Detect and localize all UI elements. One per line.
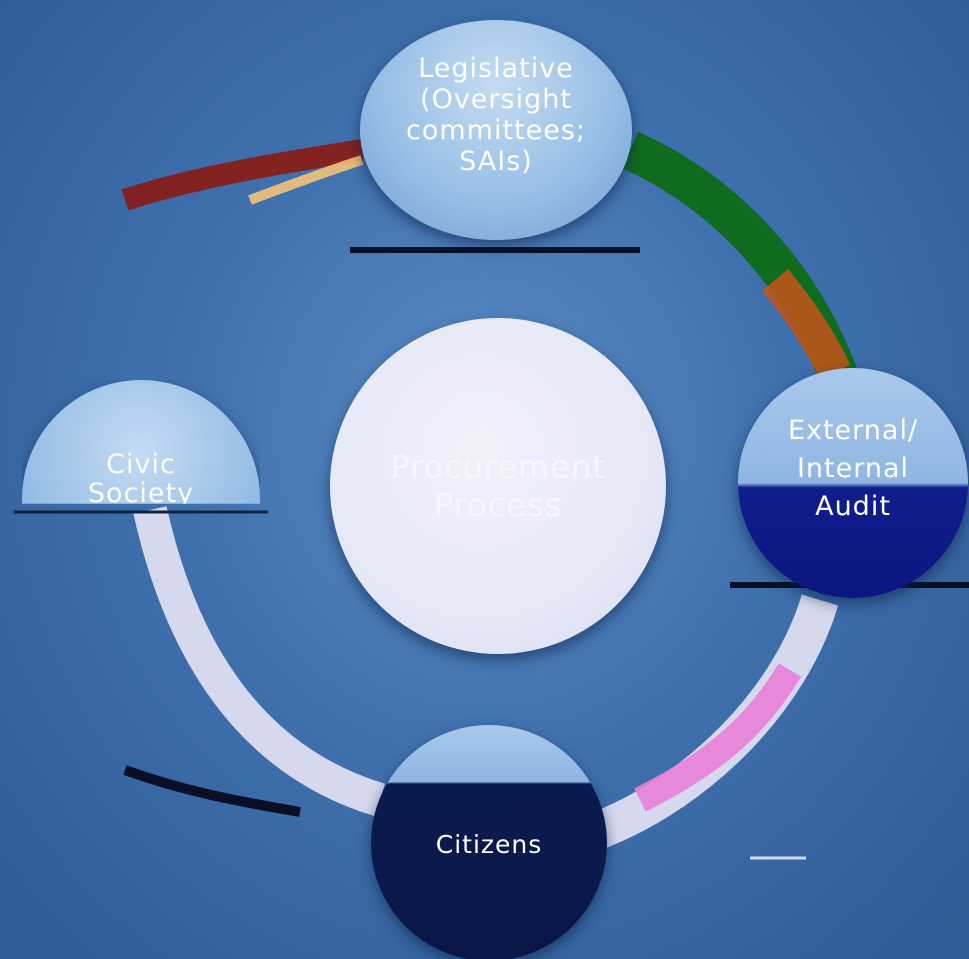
citizens-label: Citizens <box>435 829 543 859</box>
arc-legislative-to-audit-highlight <box>761 269 851 380</box>
arc-civic-to-legislative-highlight <box>248 155 364 205</box>
external-internal-audit-label: External/ Internal Audit <box>787 415 919 522</box>
legislative-label: Legislative (Oversight committees; SAIs) <box>405 53 587 177</box>
node-external-internal-audit: External/ Internal Audit <box>738 368 968 598</box>
node-legislative: Legislative (Oversight committees; SAIs) <box>360 20 632 240</box>
arc-audit-to-citizens <box>592 594 839 848</box>
arc-citizens-to-civic <box>133 506 385 817</box>
procurement-process-label: Procurement Process <box>390 448 606 524</box>
arc-audit-to-citizens-highlight <box>634 663 802 812</box>
arc-civic-to-legislative <box>121 139 364 211</box>
node-procurement-process: Procurement Process <box>330 318 666 654</box>
node-citizens: Citizens <box>371 725 607 959</box>
civic-society-label: Civic Society <box>87 449 195 509</box>
arc-citizens-to-civic-shadow <box>123 765 301 817</box>
